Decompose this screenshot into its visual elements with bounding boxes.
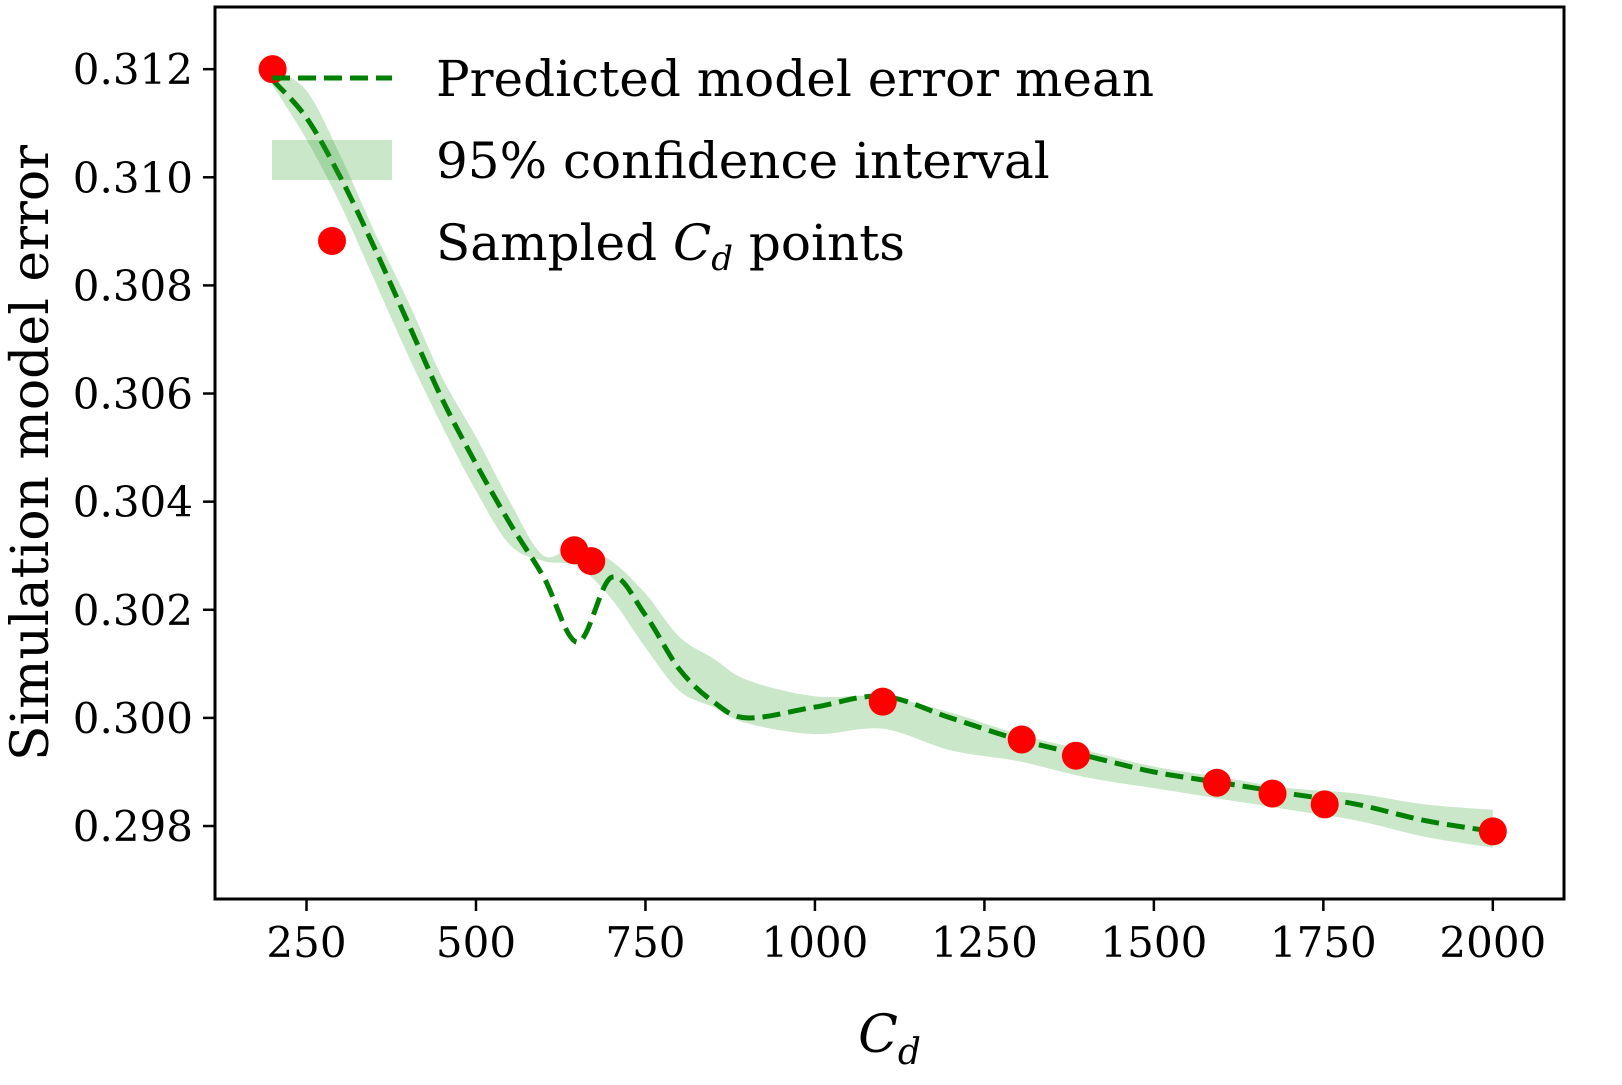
y-tick-label: 0.308 bbox=[73, 261, 193, 310]
x-tick-label: 2000 bbox=[1439, 918, 1546, 967]
legend-points-label: Sampled Cd points bbox=[436, 214, 905, 279]
legend-band-swatch bbox=[272, 140, 392, 180]
x-tick-label: 1750 bbox=[1270, 918, 1377, 967]
x-tick-label: 1250 bbox=[931, 918, 1038, 967]
x-tick-label: 500 bbox=[436, 918, 516, 967]
sample-point bbox=[1061, 741, 1090, 770]
y-tick-label: 0.302 bbox=[73, 586, 193, 635]
y-tick-label: 0.310 bbox=[73, 153, 193, 202]
sample-points-layer bbox=[258, 55, 1507, 846]
x-tick-label: 1000 bbox=[761, 918, 868, 967]
y-tick-label: 0.304 bbox=[73, 478, 193, 527]
sample-point bbox=[1202, 768, 1231, 797]
y-axis-ticks: 0.298 0.300 0.302 0.304 0.306 0.308 0.310 0.312 bbox=[73, 45, 215, 851]
legend-mean-label: Predicted model error mean bbox=[436, 50, 1154, 108]
legend-points-swatch bbox=[318, 227, 346, 255]
x-tick-label: 750 bbox=[605, 918, 685, 967]
sample-point bbox=[1478, 817, 1507, 846]
sample-point bbox=[577, 547, 606, 576]
x-axis-ticks: 250 500 750 1000 1250 1500 1750 2000 bbox=[266, 899, 1546, 967]
x-axis-label: Cd bbox=[858, 1005, 921, 1073]
sample-point bbox=[1007, 725, 1036, 754]
legend: Predicted model error mean 95% confidenc… bbox=[272, 50, 1154, 279]
y-tick-label: 0.298 bbox=[73, 802, 193, 851]
sample-point bbox=[1258, 779, 1287, 808]
x-tick-label: 1500 bbox=[1100, 918, 1207, 967]
sample-point bbox=[1310, 790, 1339, 819]
y-tick-label: 0.306 bbox=[73, 370, 193, 419]
sample-point bbox=[868, 687, 897, 716]
legend-band-label: 95% confidence interval bbox=[436, 132, 1050, 190]
y-tick-label: 0.300 bbox=[73, 694, 193, 743]
y-tick-label: 0.312 bbox=[73, 45, 193, 94]
x-tick-label: 250 bbox=[266, 918, 346, 967]
plot-frame bbox=[213, 5, 1566, 901]
y-axis-label: Simulation model error bbox=[1, 145, 61, 761]
